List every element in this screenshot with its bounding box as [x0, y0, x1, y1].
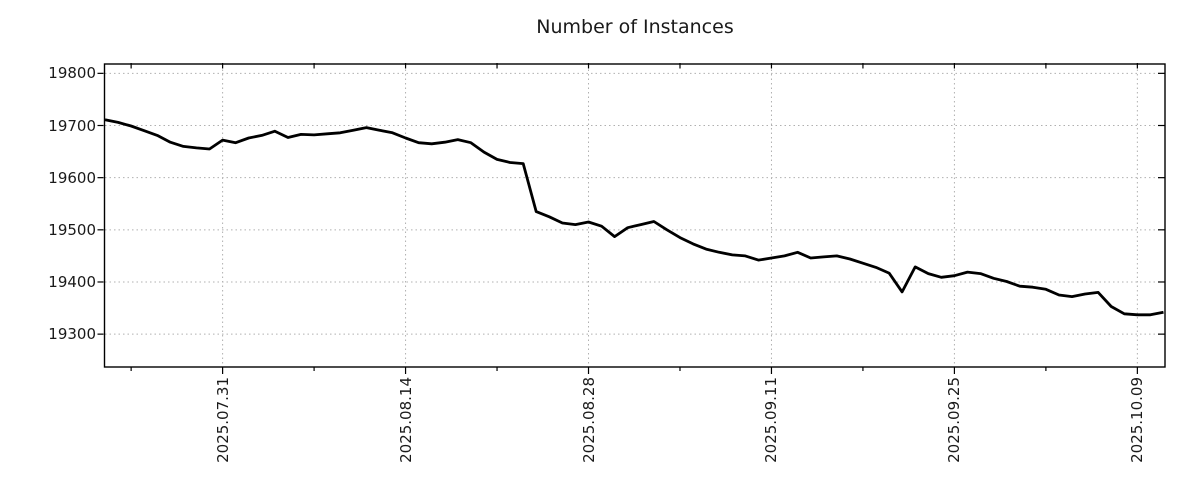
x-tick-label: 2025.10.09 — [1128, 377, 1147, 463]
x-tick-label: 2025.08.14 — [396, 377, 415, 463]
y-tick-label: 19500 — [48, 220, 96, 239]
y-tick-label: 19800 — [48, 64, 96, 83]
plot-border — [103, 63, 1166, 368]
x-tick-label: 2025.09.25 — [945, 377, 964, 463]
x-tick-label: 2025.09.11 — [762, 377, 781, 463]
x-tick-label: 2025.07.31 — [213, 377, 232, 463]
data-line — [104, 118, 1164, 317]
x-tick-label: 2025.08.28 — [579, 377, 598, 463]
y-tick-label: 19300 — [48, 325, 96, 344]
y-tick-label: 19400 — [48, 272, 96, 291]
y-tick-label: 19700 — [48, 116, 96, 135]
chart-title: Number of Instances — [536, 16, 734, 38]
y-tick-label: 19600 — [48, 168, 96, 187]
